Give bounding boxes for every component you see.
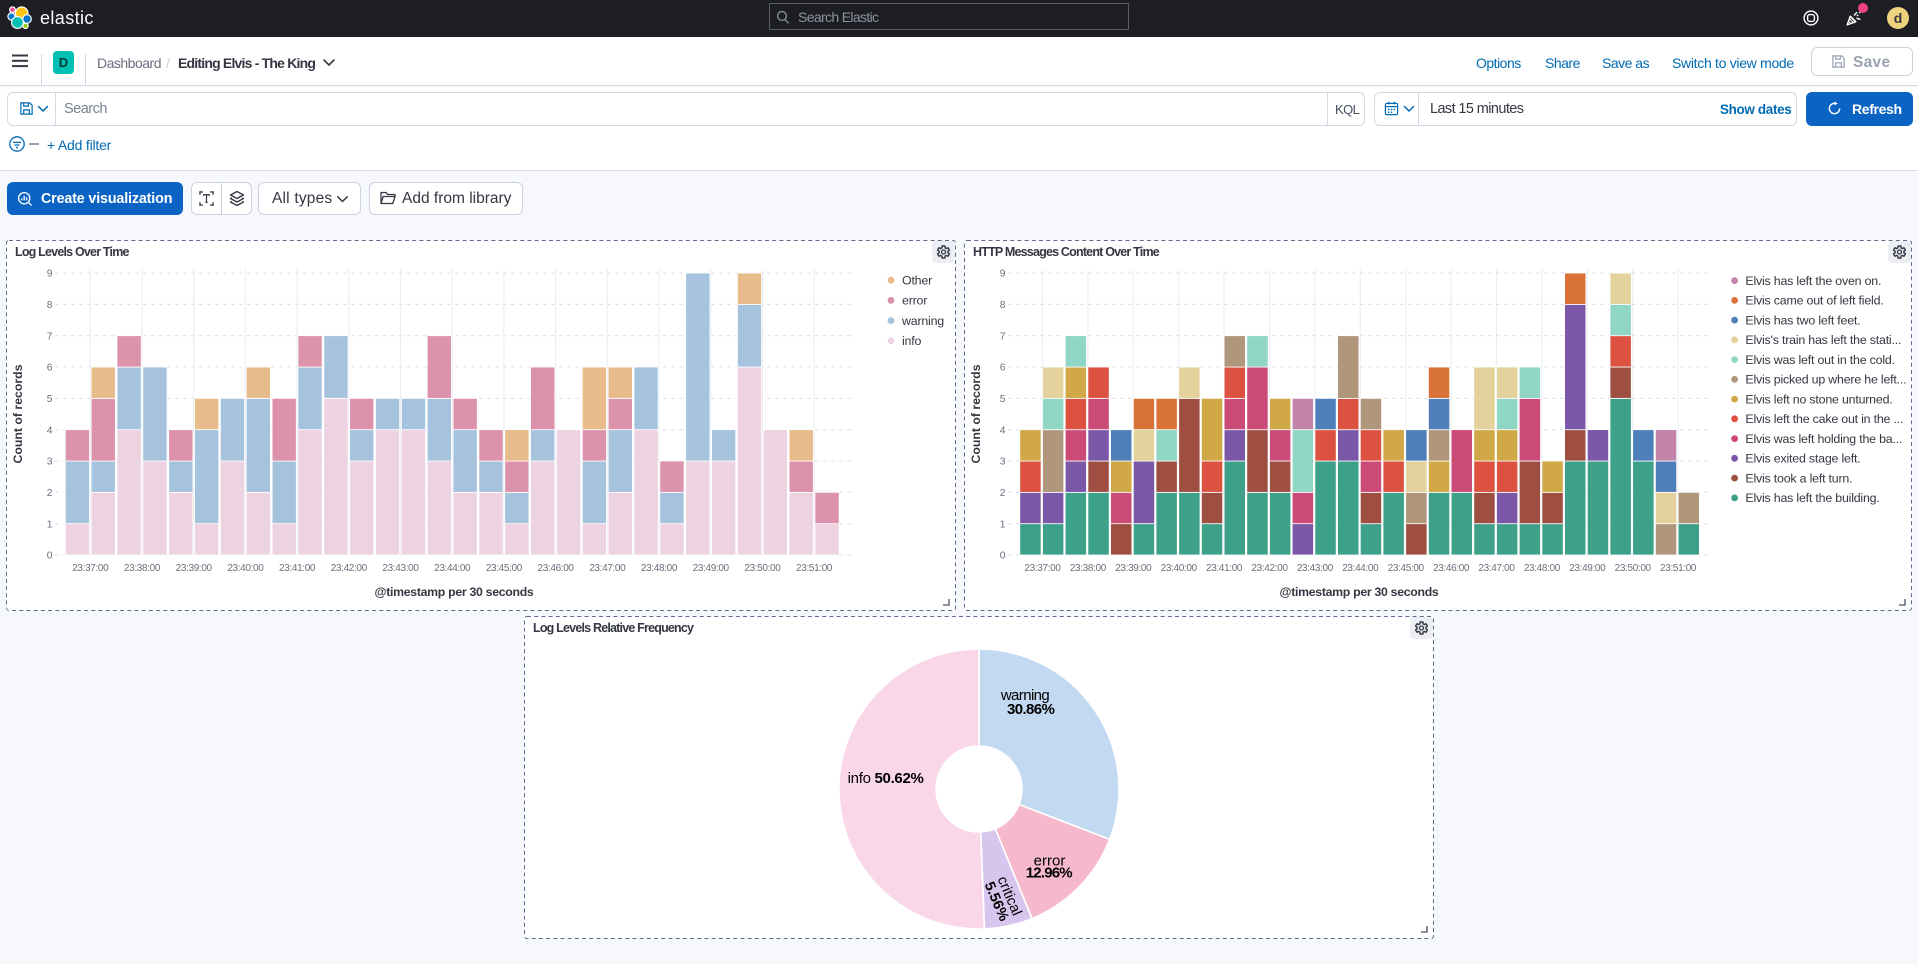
svg-text:23:47:00: 23:47:00 [589, 563, 626, 574]
svg-text:Count of records: Count of records [11, 364, 25, 463]
svg-text:7: 7 [1000, 331, 1006, 342]
svg-text:0: 0 [1000, 551, 1006, 562]
svg-text:Elvis exited stage left.: Elvis exited stage left. [1745, 452, 1860, 466]
svg-text:23:50:00: 23:50:00 [744, 563, 781, 574]
svg-text:23:46:00: 23:46:00 [538, 563, 575, 574]
svg-text:23:40:00: 23:40:00 [1161, 563, 1198, 574]
svg-text:4: 4 [47, 425, 53, 436]
svg-text:info 50.62%: info 50.62% [848, 770, 924, 787]
svg-text:23:41:00: 23:41:00 [1206, 563, 1243, 574]
svg-text:3: 3 [47, 457, 53, 468]
svg-text:23:42:00: 23:42:00 [331, 563, 368, 574]
svg-text:Elvis picked up where he left.: Elvis picked up where he left... [1745, 373, 1906, 387]
svg-text:23:50:00: 23:50:00 [1615, 563, 1652, 574]
svg-text:warning: warning [1000, 687, 1050, 704]
svg-text:9: 9 [1000, 269, 1006, 280]
svg-text:23:51:00: 23:51:00 [796, 563, 833, 574]
svg-text:Elvis was left out in the cold: Elvis was left out in the cold. [1745, 353, 1894, 367]
svg-text:2: 2 [1000, 488, 1006, 499]
svg-text:0: 0 [47, 551, 53, 562]
svg-text:23:44:00: 23:44:00 [434, 563, 471, 574]
svg-text:Other: Other [902, 273, 932, 287]
svg-text:@timestamp per 30 seconds: @timestamp per 30 seconds [375, 585, 534, 599]
svg-text:23:45:00: 23:45:00 [486, 563, 523, 574]
svg-text:warning: warning [901, 314, 944, 328]
svg-text:Elvis took a left turn.: Elvis took a left turn. [1745, 471, 1852, 485]
svg-text:6: 6 [1000, 363, 1006, 374]
svg-text:12.96%: 12.96% [1026, 865, 1073, 882]
svg-text:1: 1 [1000, 519, 1006, 530]
svg-text:9: 9 [47, 269, 53, 280]
svg-text:@timestamp per 30 seconds: @timestamp per 30 seconds [1280, 585, 1439, 599]
svg-text:error: error [902, 294, 927, 308]
svg-text:23:51:00: 23:51:00 [1660, 563, 1697, 574]
svg-text:5: 5 [1000, 394, 1006, 405]
svg-text:info: info [902, 334, 921, 348]
svg-text:23:44:00: 23:44:00 [1342, 563, 1379, 574]
svg-text:23:48:00: 23:48:00 [641, 563, 678, 574]
svg-text:1: 1 [47, 519, 53, 530]
svg-text:23:39:00: 23:39:00 [1115, 563, 1152, 574]
svg-text:6: 6 [47, 363, 53, 374]
svg-text:23:41:00: 23:41:00 [279, 563, 316, 574]
svg-text:3: 3 [1000, 457, 1006, 468]
svg-text:8: 8 [1000, 300, 1006, 311]
svg-text:23:37:00: 23:37:00 [1024, 563, 1061, 574]
svg-text:2: 2 [47, 488, 53, 499]
svg-text:23:40:00: 23:40:00 [227, 563, 264, 574]
svg-text:30.86%: 30.86% [1007, 701, 1055, 718]
svg-text:8: 8 [47, 300, 53, 311]
svg-text:5: 5 [47, 394, 53, 405]
svg-text:23:49:00: 23:49:00 [693, 563, 730, 574]
svg-text:Elvis left the cake out in the: Elvis left the cake out in the ... [1745, 412, 1903, 426]
svg-text:Elvis came out of left field.: Elvis came out of left field. [1745, 294, 1883, 308]
svg-text:23:39:00: 23:39:00 [176, 563, 213, 574]
svg-text:23:46:00: 23:46:00 [1433, 563, 1470, 574]
svg-text:23:43:00: 23:43:00 [1297, 563, 1334, 574]
svg-text:23:48:00: 23:48:00 [1524, 563, 1561, 574]
svg-text:Elvis was left holding the ba.: Elvis was left holding the ba... [1745, 432, 1902, 446]
svg-text:Elvis's train has left the sta: Elvis's train has left the stati... [1745, 333, 1901, 347]
svg-text:23:38:00: 23:38:00 [124, 563, 161, 574]
svg-text:Elvis left no stone unturned.: Elvis left no stone unturned. [1745, 392, 1892, 406]
svg-text:7: 7 [47, 331, 53, 342]
svg-text:23:45:00: 23:45:00 [1388, 563, 1425, 574]
svg-text:23:47:00: 23:47:00 [1478, 563, 1515, 574]
svg-text:error: error [1034, 853, 1066, 870]
svg-text:23:37:00: 23:37:00 [72, 563, 109, 574]
svg-text:23:49:00: 23:49:00 [1569, 563, 1606, 574]
svg-text:4: 4 [1000, 425, 1006, 436]
svg-text:Elvis has left the oven on.: Elvis has left the oven on. [1745, 274, 1881, 288]
svg-text:Count of records: Count of records [969, 364, 983, 463]
svg-text:Elvis has left the building.: Elvis has left the building. [1745, 491, 1879, 505]
svg-text:23:42:00: 23:42:00 [1251, 563, 1288, 574]
svg-text:Elvis has two left feet.: Elvis has two left feet. [1745, 313, 1860, 327]
svg-text:23:38:00: 23:38:00 [1070, 563, 1107, 574]
svg-text:23:43:00: 23:43:00 [382, 563, 419, 574]
